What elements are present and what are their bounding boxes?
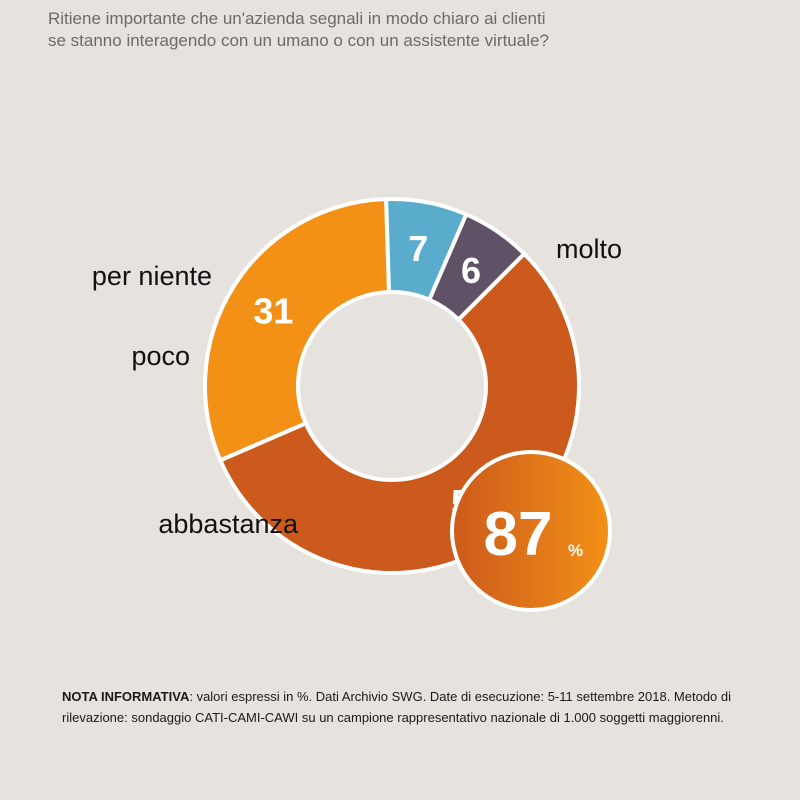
- donut-slice-per-niente: [427, 212, 527, 322]
- total-highlight-circle: [450, 450, 612, 612]
- total-highlight-badge: 87 %: [450, 450, 612, 612]
- question-line-1: Ritiene importante che un'azienda segnal…: [48, 9, 546, 28]
- category-label-abbastanza: abbastanza: [158, 509, 299, 539]
- info-note: NOTA INFORMATIVA: valori espressi in %. …: [62, 686, 782, 728]
- total-highlight-value: 87: [484, 500, 553, 569]
- category-label-per-niente: per niente: [92, 261, 212, 291]
- category-label-molto: molto: [556, 234, 622, 264]
- donut-slice-abbastanza: [203, 197, 392, 463]
- value-label-abbastanza: 31: [253, 291, 293, 332]
- info-note-label: NOTA INFORMATIVA: [62, 689, 190, 704]
- category-label-poco: poco: [131, 341, 190, 371]
- total-highlight-unit: %: [568, 541, 583, 560]
- value-label-poco: 7: [408, 228, 428, 269]
- question-line-2: se stanno interagendo con un umano o con…: [48, 31, 549, 50]
- chart-question: Ritiene importante che un'azienda segnal…: [48, 8, 768, 52]
- value-label-per-niente: 6: [461, 250, 481, 291]
- info-note-text: : valori espressi in %. Dati Archivio SW…: [62, 689, 732, 725]
